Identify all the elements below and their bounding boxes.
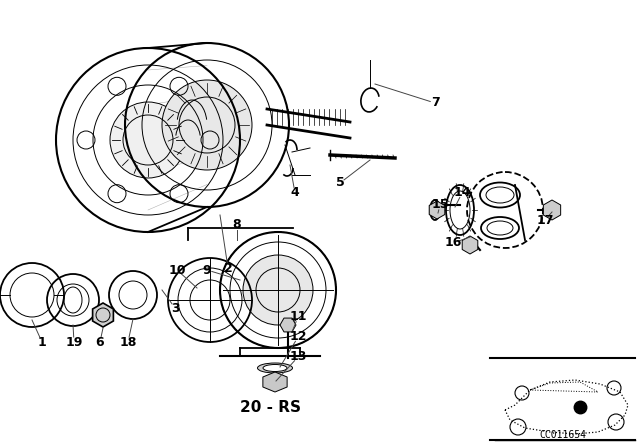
Polygon shape (429, 201, 445, 219)
Text: 3: 3 (171, 302, 179, 314)
Text: 19: 19 (65, 336, 83, 349)
Polygon shape (280, 318, 296, 332)
Text: 20 - RS: 20 - RS (239, 401, 301, 415)
Text: 11: 11 (289, 310, 307, 323)
Ellipse shape (257, 363, 292, 373)
Polygon shape (93, 303, 113, 327)
Text: 18: 18 (119, 336, 137, 349)
Circle shape (162, 80, 252, 170)
Text: 17: 17 (536, 214, 554, 227)
Circle shape (110, 102, 186, 178)
Text: 6: 6 (96, 336, 104, 349)
Text: 4: 4 (291, 186, 300, 199)
Circle shape (243, 255, 313, 325)
Polygon shape (462, 236, 478, 254)
Polygon shape (543, 200, 561, 220)
Polygon shape (263, 372, 287, 392)
Text: 12: 12 (289, 331, 307, 344)
Text: 8: 8 (233, 219, 241, 232)
Ellipse shape (263, 365, 287, 371)
Text: 16: 16 (444, 237, 461, 250)
Text: 15: 15 (431, 198, 449, 211)
Text: 14: 14 (453, 186, 471, 199)
Text: 13: 13 (289, 350, 307, 363)
Text: 10: 10 (168, 263, 186, 276)
Text: 2: 2 (223, 262, 232, 275)
Text: 5: 5 (335, 177, 344, 190)
Text: 1: 1 (38, 336, 46, 349)
Text: CC011654: CC011654 (540, 430, 586, 440)
Text: 9: 9 (203, 263, 211, 276)
Text: 7: 7 (431, 96, 440, 109)
